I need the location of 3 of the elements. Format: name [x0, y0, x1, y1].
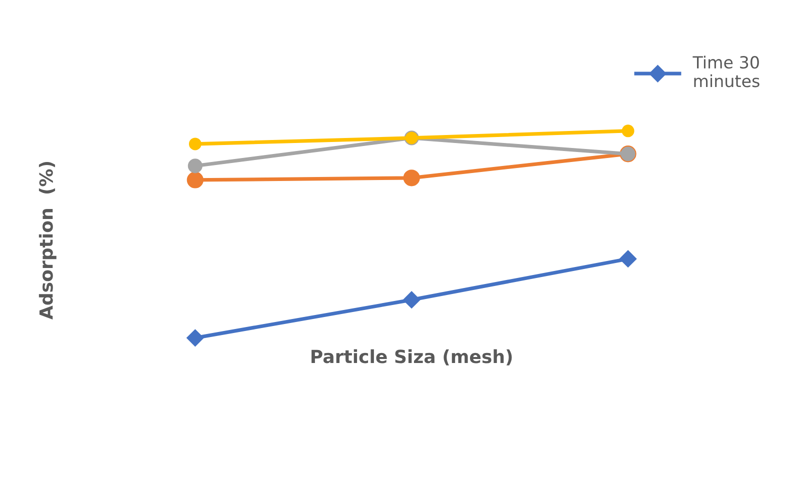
x-axis-title: Particle Siza (mesh) — [312, 349, 512, 366]
y-axis-title: Adsorption (%) — [38, 162, 56, 320]
legend-label: Time 30 minutes — [692, 56, 760, 88]
